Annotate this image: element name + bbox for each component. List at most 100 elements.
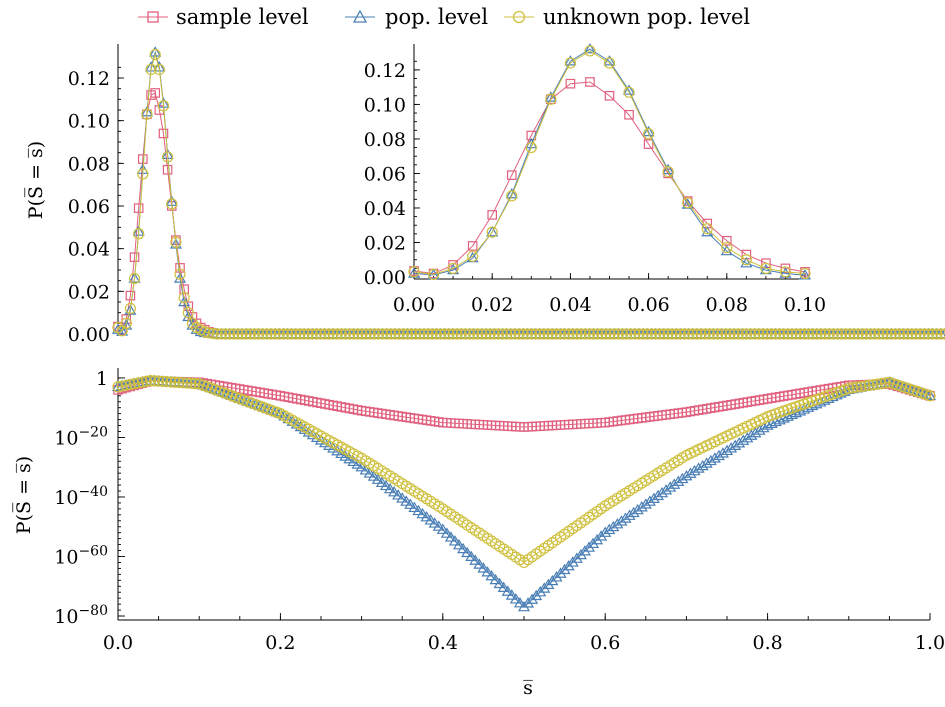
bottom-point-circle xyxy=(132,377,144,389)
top-point-triangle xyxy=(116,325,129,336)
bottom-point-circle xyxy=(161,376,173,388)
top-ytick-label: 0.00 xyxy=(68,324,110,346)
bottom-point-triangle xyxy=(647,492,660,503)
top-point-circle xyxy=(368,328,380,340)
bottom-point-circle xyxy=(867,379,879,391)
bottom-series xyxy=(111,374,937,612)
inset-ytick-label: 0.02 xyxy=(364,232,406,254)
top-point-circle xyxy=(455,328,467,340)
inset-xtick-label: 0.00 xyxy=(393,294,435,316)
bottom-point-triangle xyxy=(708,452,721,463)
bottom-point-triangle xyxy=(485,569,498,581)
bottom-point-triangle xyxy=(688,464,701,476)
bottom-point-triangle xyxy=(355,461,368,472)
top-point-circle xyxy=(327,328,339,340)
bottom-point-triangle xyxy=(668,478,681,489)
top-point-circle xyxy=(410,328,422,340)
top-point-square xyxy=(133,203,144,213)
bottom-ytick-label: 1 xyxy=(96,368,108,390)
bottom-point-triangle xyxy=(692,462,705,473)
top-point-circle xyxy=(149,48,161,61)
inset-point-triangle xyxy=(603,55,616,66)
top-point-circle xyxy=(757,328,769,340)
top-point-circle xyxy=(517,328,529,340)
top-point-circle xyxy=(769,328,782,340)
top-point-circle xyxy=(563,328,575,340)
inset-xtick-label: 0.02 xyxy=(471,294,513,316)
bottom-point-triangle xyxy=(741,432,754,443)
top-point-circle xyxy=(621,328,633,340)
bottom-point-triangle xyxy=(599,526,612,537)
top-point-circle xyxy=(174,268,186,280)
inset-point-triangle xyxy=(564,55,577,66)
inset-series xyxy=(407,42,812,281)
top-point-circle xyxy=(215,328,227,340)
bottom-point-triangle xyxy=(481,566,494,577)
bottom-point-circle xyxy=(185,377,197,389)
bottom-point-triangle xyxy=(769,415,782,427)
top-axes: 0.00 0.02 0.04 0.06 0.08 0.10 0.12 xyxy=(68,44,124,346)
bottom-point-triangle xyxy=(371,473,384,484)
bottom-point-triangle xyxy=(477,562,490,573)
top-point-circle xyxy=(128,272,141,285)
bottom-point-triangle xyxy=(623,509,636,520)
top-point-circle xyxy=(683,328,695,340)
top-ylabel: P(S̅ = s̅) xyxy=(25,141,47,219)
bottom-point-triangle xyxy=(611,518,624,529)
top-point-circle xyxy=(343,328,356,340)
top-point-circle xyxy=(852,328,864,340)
top-point-triangle xyxy=(173,272,187,283)
top-point-circle xyxy=(649,328,662,340)
top-point-circle xyxy=(893,328,906,340)
bottom-point-triangle xyxy=(392,489,405,500)
top-point-triangle xyxy=(124,304,137,315)
top-point-circle xyxy=(496,328,509,340)
top-point-circle xyxy=(162,151,174,163)
inset-point-circle xyxy=(603,57,616,69)
bottom-point-triangle xyxy=(619,512,632,523)
top-point-circle xyxy=(707,328,720,340)
inset-point-square xyxy=(604,90,615,101)
top-ytick-label: 0.06 xyxy=(68,196,110,218)
top-point-circle xyxy=(629,328,641,340)
top-point-triangle xyxy=(178,295,191,307)
bottom-ytick-exponent: −20 xyxy=(78,424,108,440)
inset-point-triangle xyxy=(623,84,636,95)
bottom-point-triangle xyxy=(400,495,413,506)
bottom-point-triangle xyxy=(655,486,669,498)
top-point-circle xyxy=(579,328,591,340)
top-point-circle xyxy=(670,328,682,340)
inset-line-triangle xyxy=(413,48,806,276)
top-point-circle xyxy=(418,328,430,340)
bottom-point-triangle xyxy=(473,558,486,569)
top-point-circle xyxy=(608,328,620,340)
top-point-circle xyxy=(662,328,674,340)
bottom-point-triangle xyxy=(607,520,620,532)
top-ytick-label: 0.02 xyxy=(68,281,110,303)
top-point-circle xyxy=(426,328,438,340)
top-point-circle xyxy=(889,328,901,340)
bottom-point-triangle xyxy=(509,593,522,604)
inset-point-circle xyxy=(447,262,459,274)
top-point-circle xyxy=(401,328,414,340)
inset-point-circle xyxy=(623,86,635,98)
bottom-point-circle xyxy=(924,390,936,402)
bottom-point-triangle xyxy=(379,479,393,491)
top-point-circle xyxy=(422,328,434,340)
bottom-point-triangle xyxy=(822,392,835,403)
inset-point-square xyxy=(565,78,576,89)
bottom-point-triangle xyxy=(404,498,417,509)
bottom-point-circle xyxy=(181,377,193,389)
inset-xtick-label: 0.08 xyxy=(706,294,748,316)
inset-point-triangle xyxy=(583,42,596,54)
inset-point-circle xyxy=(408,266,420,278)
top-point-square xyxy=(179,284,189,294)
top-point-circle xyxy=(319,328,331,340)
top-point-circle xyxy=(848,328,860,340)
top-point-circle xyxy=(178,292,190,304)
top-point-circle xyxy=(157,100,170,112)
bottom-point-triangle xyxy=(664,481,677,492)
top-point-circle xyxy=(860,328,873,340)
top-ytick-label: 0.08 xyxy=(68,153,110,175)
top-point-circle xyxy=(364,328,376,340)
